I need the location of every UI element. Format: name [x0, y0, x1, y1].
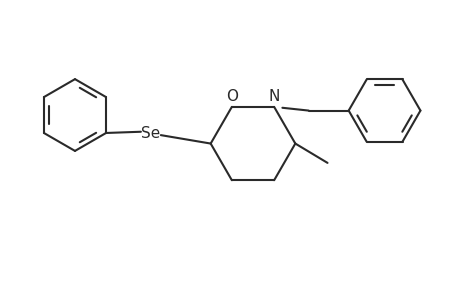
Text: N: N [268, 89, 279, 104]
Text: Se: Se [141, 126, 160, 141]
Text: O: O [225, 89, 237, 104]
